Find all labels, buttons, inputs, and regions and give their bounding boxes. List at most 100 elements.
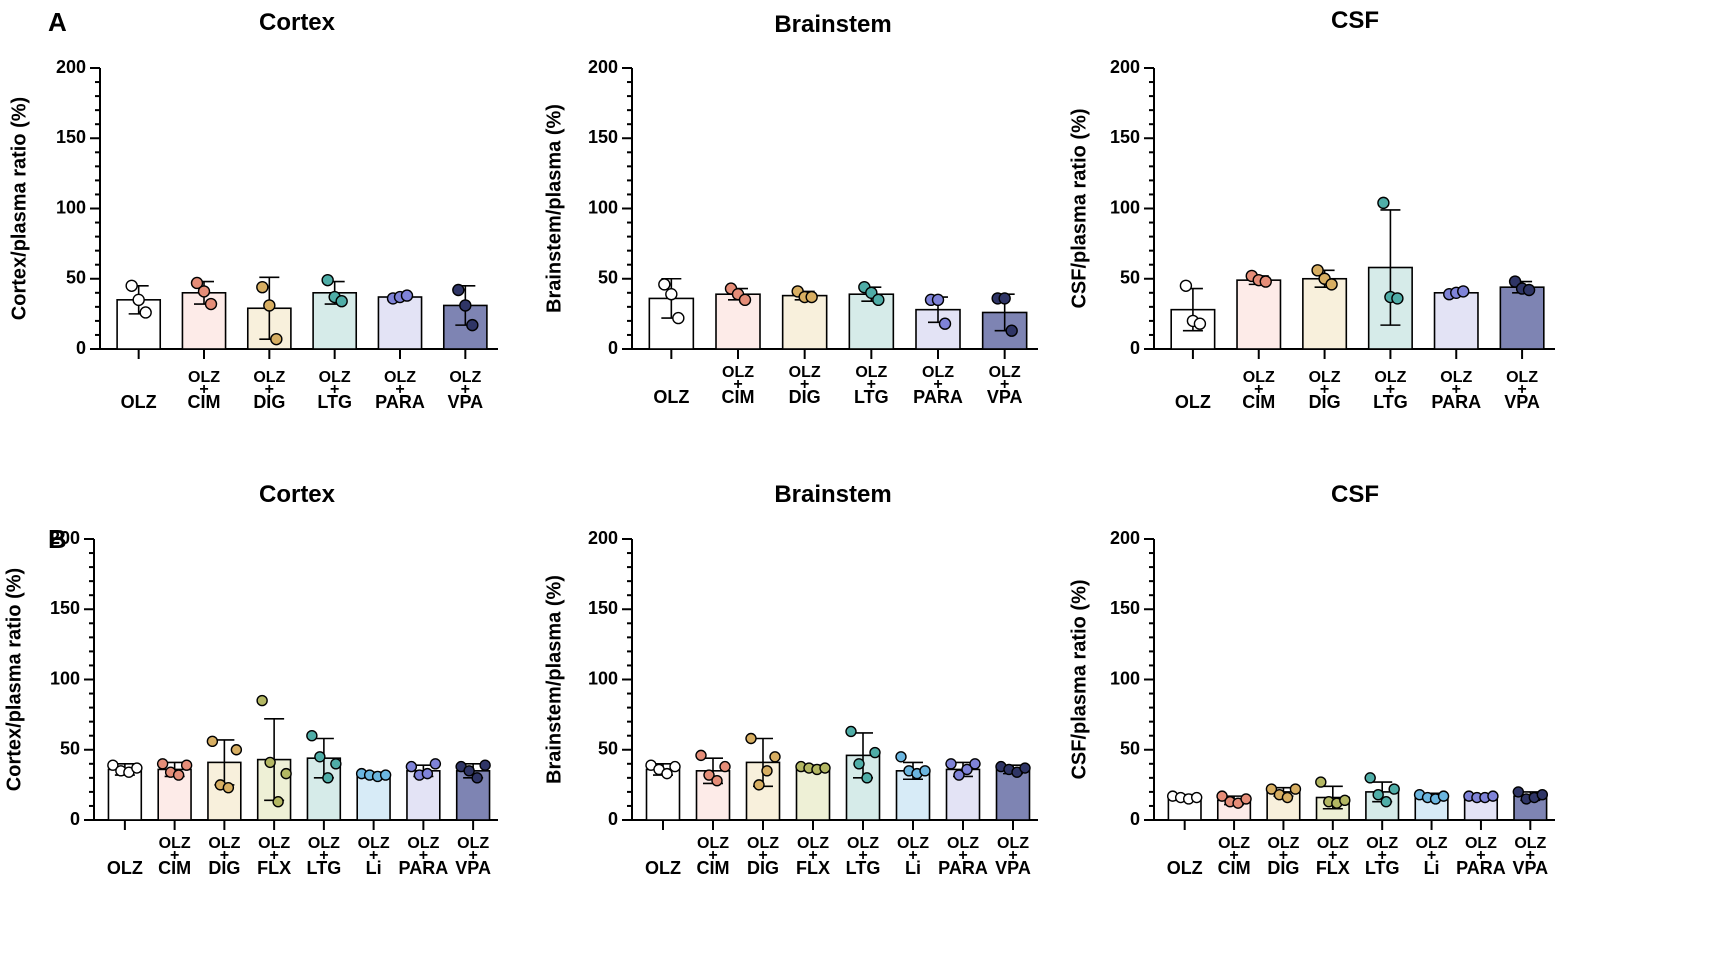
bar-vpa: [455, 770, 491, 821]
x-tick-label: OLZ: [653, 387, 689, 407]
data-point-olz: [658, 278, 671, 291]
data-point-vpa: [998, 292, 1011, 305]
data-point-olz: [672, 311, 685, 325]
chart-a-brainstem: Brainstem Brainstem/plasma (%) 0 50 100 150 20…: [543, 11, 1038, 407]
bar-olz: [116, 299, 162, 350]
x-tick-label-line1: OLZ: [1514, 835, 1546, 852]
x-tick-label-plus: +: [758, 847, 767, 864]
x-tick-label-line1: OLZ: [258, 835, 290, 852]
x-tick-label-line2: CIM: [722, 387, 755, 407]
bar-olz: [648, 297, 695, 350]
x-tick-label-plus: +: [908, 847, 917, 864]
x-tick-label-plus: +: [220, 847, 229, 864]
y-tick-label: 150: [56, 127, 86, 147]
x-tick-label-plus: +: [1452, 381, 1461, 398]
y-tick-label: 200: [56, 57, 86, 77]
y-tick-label: 150: [1110, 598, 1140, 618]
y-tick-label: 200: [50, 528, 80, 548]
x-tick-label-line1: OLZ: [922, 364, 954, 381]
data-point-dig: [753, 779, 765, 791]
x-tick-label-line2: CIM: [1242, 392, 1275, 412]
data-point-vpa: [479, 759, 491, 771]
x-tick-label-plus: +: [1517, 381, 1526, 398]
x-tick-label-line1: OLZ: [1366, 835, 1398, 852]
data-point-ltg: [322, 772, 334, 784]
data-point-dig: [769, 751, 781, 763]
y-tick-label: 0: [76, 338, 86, 358]
x-tick-label-line1: OLZ: [1309, 369, 1341, 386]
data-point-cim: [738, 293, 752, 307]
x-tick-label-line2: PARA: [399, 858, 449, 878]
x-tick-label-line2: DIG: [1267, 858, 1299, 878]
data-point-olz: [1193, 317, 1207, 330]
y-tick-label: 200: [588, 528, 618, 548]
x-tick-label-line2: PARA: [375, 392, 425, 412]
data-point-para: [953, 769, 965, 781]
data-point-cim: [1216, 790, 1228, 802]
data-point-para: [945, 758, 957, 770]
data-point-dig: [1265, 783, 1278, 795]
x-tick-label-line1: OLZ: [188, 369, 220, 386]
data-point-cim: [180, 759, 193, 771]
data-point-ltg: [335, 295, 348, 308]
y-tick-label: 100: [1110, 197, 1140, 217]
x-tick-label-line1: OLZ: [208, 835, 240, 852]
bar-vpa: [995, 768, 1031, 821]
bar-flx: [795, 767, 831, 821]
data-point-dig: [270, 332, 283, 346]
x-tick-label-line2: VPA: [995, 858, 1031, 878]
x-tick-label-line2: PARA: [1431, 392, 1481, 412]
data-point-olz: [131, 762, 143, 774]
data-point-li: [379, 769, 392, 781]
data-point-vpa: [1522, 283, 1536, 297]
data-point-ltg: [872, 293, 885, 307]
data-point-ltg: [853, 758, 865, 770]
data-point-cim: [695, 749, 707, 762]
x-tick-label-plus: +: [199, 381, 208, 398]
x-tick-label-line1: OLZ: [855, 364, 887, 381]
x-tick-label-plus: +: [858, 847, 867, 864]
data-point-vpa: [459, 299, 472, 312]
y-tick-label: 0: [608, 338, 618, 358]
x-tick-label-line1: OLZ: [789, 364, 821, 381]
x-tick-label-line2: PARA: [938, 858, 988, 878]
data-point-dig: [230, 744, 243, 756]
chart-title: Brainstem: [774, 481, 891, 508]
x-tick-label-line1: OLZ: [1374, 369, 1406, 386]
data-point-olz: [107, 759, 119, 771]
data-point-ltg: [1388, 783, 1400, 795]
data-point-dig: [1311, 264, 1324, 277]
data-point-vpa: [1005, 324, 1018, 337]
bar-ltg: [848, 293, 895, 350]
data-point-dig: [805, 290, 818, 304]
x-tick-label-line1: OLZ: [1416, 835, 1448, 852]
data-point-ltg: [869, 746, 881, 759]
data-point-dig: [1289, 783, 1302, 795]
y-tick-label: 100: [50, 668, 80, 688]
x-tick-label-plus: +: [958, 847, 967, 864]
y-tick-label: 50: [66, 268, 86, 288]
x-tick-label-line2: Li: [905, 858, 921, 878]
data-point-para: [405, 760, 418, 773]
x-tick-label-line2: CIM: [1218, 858, 1251, 878]
data-point-vpa: [471, 772, 483, 784]
x-tick-label-line1: OLZ: [1317, 835, 1349, 852]
y-tick-label: 150: [1110, 127, 1140, 147]
x-tick-label-plus: +: [1008, 847, 1017, 864]
x-tick-label-line1: OLZ: [722, 364, 754, 381]
y-tick-label: 150: [50, 598, 80, 618]
data-point-flx: [1339, 794, 1351, 807]
data-point-para: [1487, 790, 1499, 802]
panel-letter-b: B: [48, 524, 67, 554]
x-tick-label-plus: +: [933, 376, 942, 393]
x-tick-label-plus: +: [1427, 847, 1436, 864]
x-tick-label-plus: +: [330, 381, 339, 398]
x-tick-label-plus: +: [867, 376, 876, 393]
data-point-cim: [703, 769, 715, 781]
data-point-olz: [661, 767, 673, 780]
y-tick-label: 50: [1120, 268, 1140, 288]
x-tick-label-line2: CIM: [158, 858, 191, 878]
x-tick-label-line1: OLZ: [1506, 369, 1538, 386]
data-point-flx: [264, 756, 276, 769]
y-tick-label: 100: [1110, 668, 1140, 688]
